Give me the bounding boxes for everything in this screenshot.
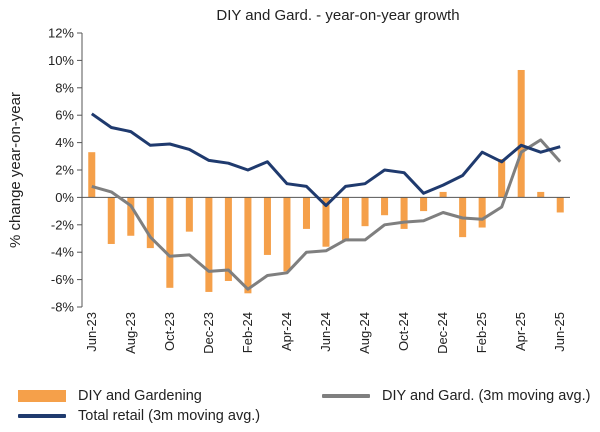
y-tick-label: 8% [55,80,74,95]
y-tick-label: 0% [55,190,74,205]
y-tick-label: 6% [55,108,74,123]
x-tick-label: Jun-25 [552,312,567,352]
legend-swatch-navy-line [18,414,66,418]
x-tick-label: Aug-23 [123,312,138,354]
bar-diy-gardening [478,197,486,228]
bar-diy-gardening [322,197,330,247]
y-tick-label: -2% [51,217,75,232]
chart-title: DIY and Gard. - year-on-year growth [216,7,459,24]
bar-diy-gardening [263,197,271,255]
bar-diy-gardening [185,197,193,232]
bar-diy-gardening [166,197,174,288]
x-tick-label: Feb-25 [474,312,489,353]
y-axis-label: % change year-on-year [7,92,24,248]
x-tick-label: Aug-24 [357,312,372,354]
bar-diy-gardening [107,197,115,244]
bar-diy-gardening [146,197,154,249]
bar-diy-gardening [420,197,428,212]
y-tick-label: 2% [55,163,74,178]
x-tick-label: Dec-23 [201,312,216,354]
bar-diy-gardening [517,69,525,198]
line-total-retail-3m [90,112,561,208]
y-tick-label: 10% [48,53,74,68]
bar-diy-gardening [439,191,447,198]
plot-area: -8% -6% -4% -2% 0% 2% 4% 6% 8% 10% 12% Jun-23 Aug-23… [48,26,570,354]
bar-diy-gardening [498,159,506,198]
line-diy-gard-3m [91,138,562,291]
legend-item-diy-gardening: DIY and Gardening [18,388,202,404]
y-tick-label: -4% [51,245,75,260]
x-tick-label: Oct-24 [396,312,411,351]
bar-diy-gardening [381,197,389,216]
bar-diy-gardening [244,197,252,294]
x-tick-label: Jun-23 [84,312,99,352]
legend-label-diy-gard-3m: DIY and Gard. (3m moving avg.) [382,388,591,404]
bar-diy-gardening [400,197,408,229]
bar-diy-gardening [224,197,232,281]
bar-diy-gardening [361,197,369,227]
bar-diy-gardening [283,197,291,272]
bar-diy-gardening [88,152,96,198]
legend-swatch-gray-line [322,394,370,398]
y-tick-label: 4% [55,135,74,150]
y-tick-label: -8% [51,300,75,315]
legend-swatch-bar [18,390,66,402]
bar-diy-gardening [205,197,213,292]
x-tick-label: Apr-25 [513,312,528,351]
bar-diy-gardening [342,197,350,242]
bar-diy-gardening [556,197,564,213]
legend-label-diy-gardening: DIY and Gardening [78,388,202,404]
bar-diy-gardening [537,191,545,198]
legend-label-total-retail-3m: Total retail (3m moving avg.) [78,408,261,424]
bar-diy-gardening [127,197,135,236]
legend-item-total-retail-3m: Total retail (3m moving avg.) [18,408,260,424]
x-tick-label: Apr-24 [279,312,294,351]
legend-item-diy-gard-3m: DIY and Gard. (3m moving avg.) [322,388,590,404]
x-tick-label: Oct-23 [162,312,177,351]
x-tick-label: Dec-24 [435,312,450,354]
y-tick-label: 12% [48,26,74,41]
y-tick-label: -6% [51,272,75,287]
x-tick-label: Jun-24 [318,312,333,352]
bar-diy-gardening [302,197,310,229]
x-tick-label: Feb-24 [240,312,255,353]
